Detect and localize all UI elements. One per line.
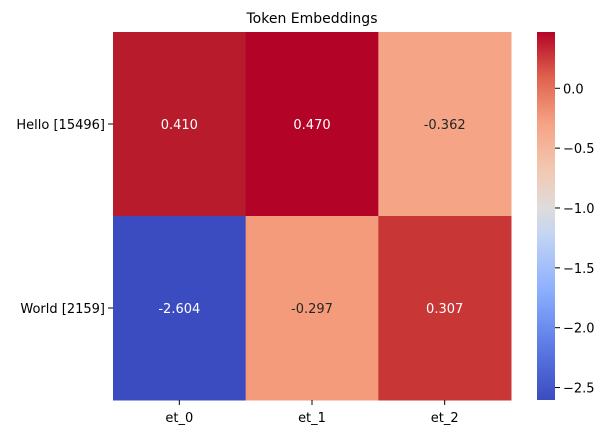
cell-value-label: 0.307 (426, 302, 463, 317)
y-axis: Hello [15496] World [2159] (16, 118, 113, 317)
cell-value-label: 0.470 (293, 118, 330, 133)
x-tick-label: et_1 (298, 411, 326, 426)
colorbar-tick-label: −2.5 (563, 382, 595, 397)
heatmap-cell-r0-c1 (245, 32, 379, 217)
y-tick-label: World [2159] (20, 302, 105, 317)
colorbar-tick-label: 0.0 (563, 82, 584, 97)
colorbar-tick-label: −0.5 (563, 142, 595, 157)
x-tick-label: et_0 (165, 411, 193, 426)
heatmap-cell-r1-c0 (113, 216, 247, 401)
x-tick-label: et_2 (431, 411, 459, 426)
cell-value-label: -2.604 (158, 302, 200, 317)
colorbar-gradient (537, 32, 555, 400)
cell-value-label: 0.410 (161, 118, 198, 133)
colorbar-tick-label: −1.0 (563, 202, 595, 217)
heatmap-cells: 0.410 0.470 -0.362 -2.604 -0.297 0.307 (113, 32, 512, 401)
heatmap-cell-r0-c2 (378, 32, 512, 217)
colorbar-tick-label: −1.5 (563, 262, 595, 277)
heatmap-cell-r0-c0 (113, 32, 247, 217)
heatmap-cell-r1-c2 (378, 216, 512, 401)
colorbar: 0.0 −0.5 −1.0 −1.5 −2.0 −2.5 (537, 32, 595, 400)
chart-title: Token Embeddings (246, 11, 378, 27)
x-axis: et_0 et_1 et_2 (165, 400, 459, 426)
colorbar-tick-label: −2.0 (563, 322, 595, 337)
heatmap-cell-r1-c1 (245, 216, 379, 401)
cell-value-label: -0.362 (424, 118, 466, 133)
y-tick-label: Hello [15496] (16, 118, 105, 133)
cell-value-label: -0.297 (291, 302, 333, 317)
